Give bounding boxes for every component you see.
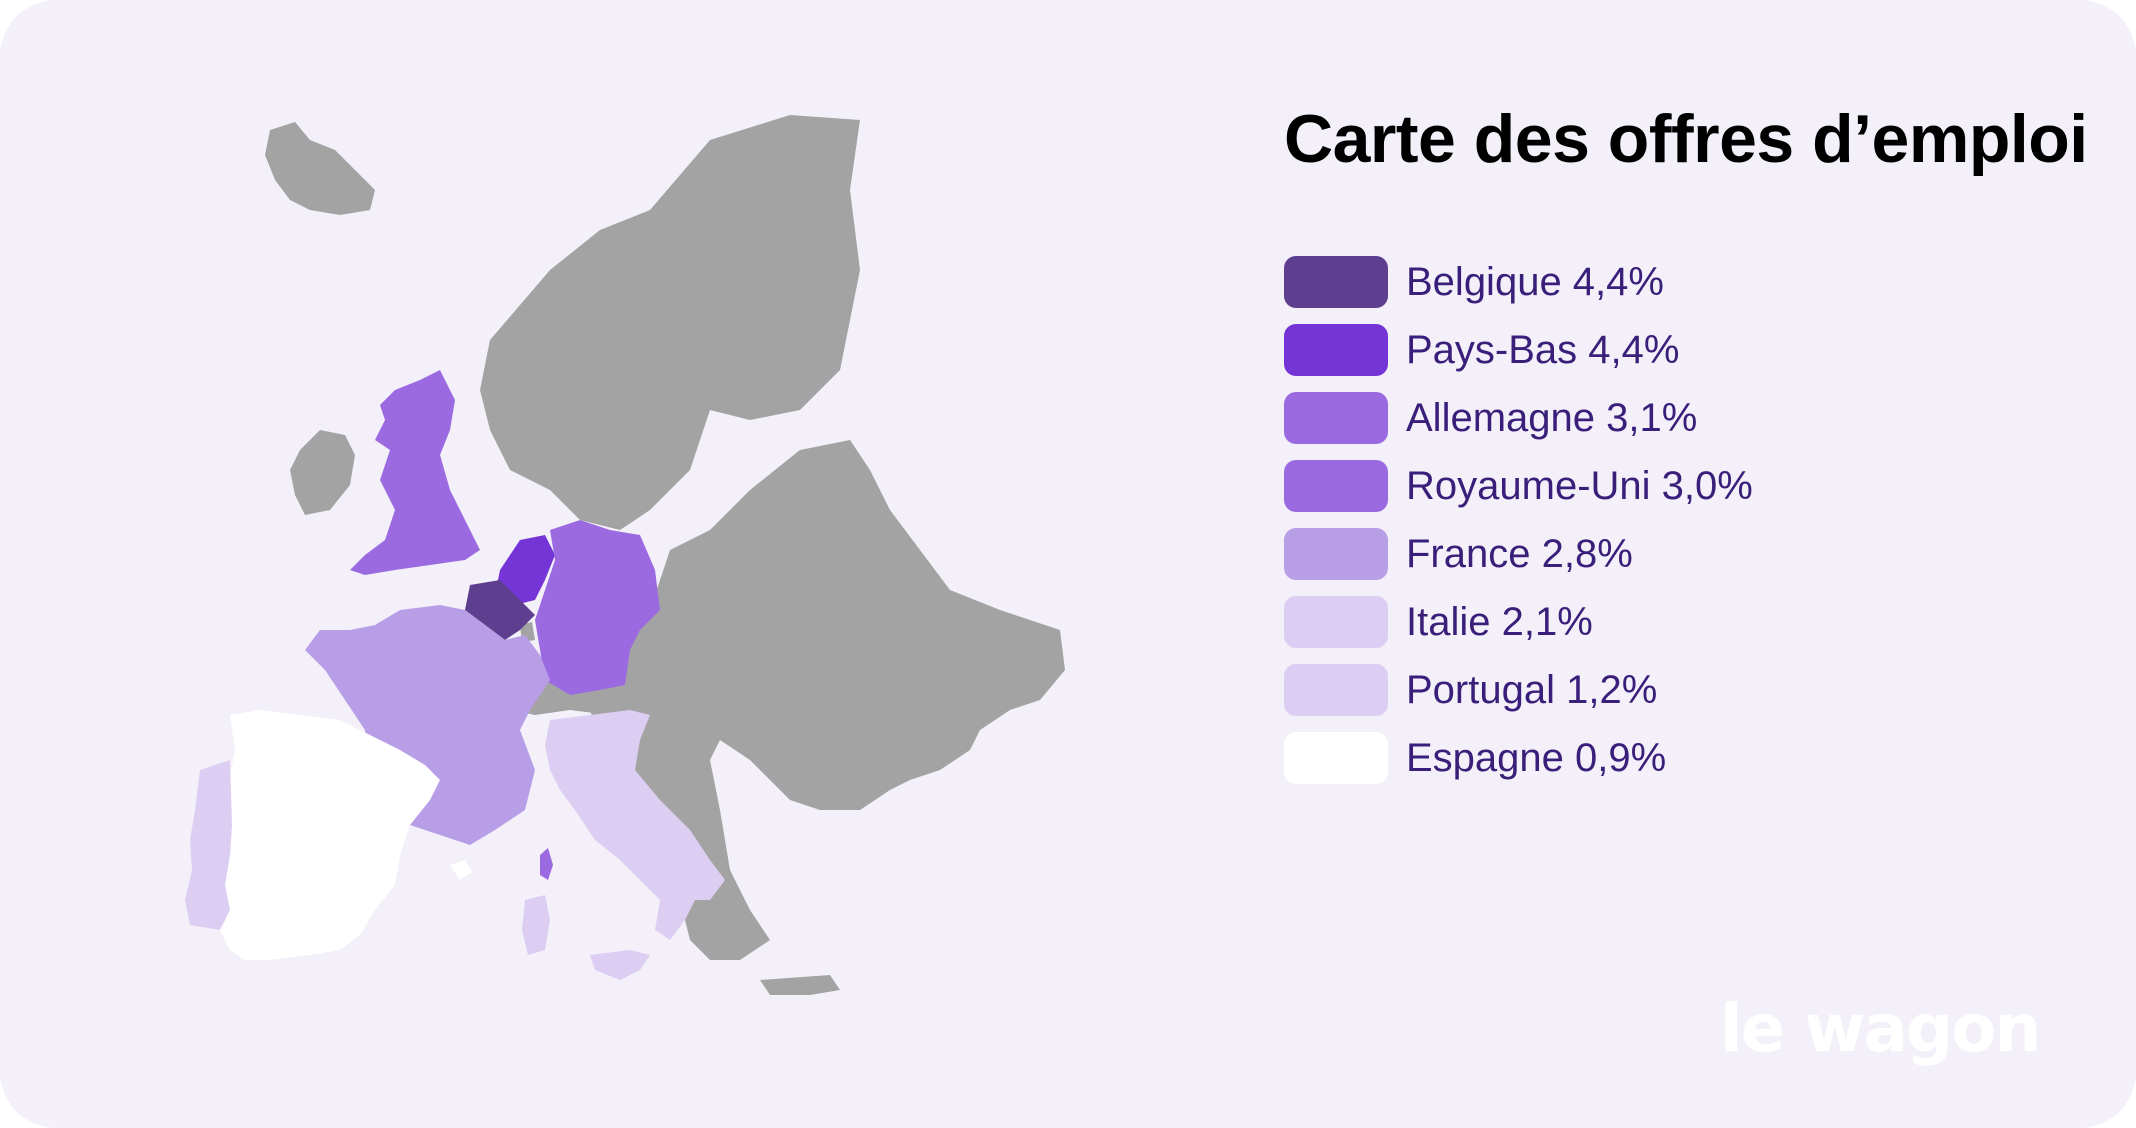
legend-swatch xyxy=(1284,664,1388,716)
legend-item-allemagne: Allemagne 3,1% xyxy=(1284,392,1753,444)
legend-item-belgique: Belgique 4,4% xyxy=(1284,256,1753,308)
legend-item-portugal: Portugal 1,2% xyxy=(1284,664,1753,716)
legend-label: Italie 2,1% xyxy=(1406,599,1593,644)
country-corse xyxy=(540,848,553,880)
legend-item-espagne: Espagne 0,9% xyxy=(1284,732,1753,784)
legend-swatch xyxy=(1284,256,1388,308)
country-ireland xyxy=(290,430,355,515)
country-iceland xyxy=(265,122,375,215)
legend-item-royaume-uni: Royaume-Uni 3,0% xyxy=(1284,460,1753,512)
legend-swatch xyxy=(1284,460,1388,512)
country-denmark xyxy=(580,430,620,490)
other-countries xyxy=(265,115,1065,995)
europe-map xyxy=(185,115,1065,995)
legend-item-france: France 2,8% xyxy=(1284,528,1753,580)
country-portugal xyxy=(185,760,232,930)
legend-label: Allemagne 3,1% xyxy=(1406,395,1698,440)
country-royaume-uni xyxy=(350,370,480,575)
legend-label: Royaume-Uni 3,0% xyxy=(1406,463,1753,508)
country-italie xyxy=(545,710,725,940)
country-sardaigne xyxy=(522,895,550,955)
legend-swatch xyxy=(1284,392,1388,444)
legend-label: Portugal 1,2% xyxy=(1406,667,1658,712)
le-wagon-logo: le wagon xyxy=(1720,990,2041,1067)
country-belgique xyxy=(465,580,535,640)
legend-item-italie: Italie 2,1% xyxy=(1284,596,1753,648)
highlighted-countries xyxy=(185,370,725,980)
country-eastern-europe xyxy=(590,440,1065,960)
country-baleares xyxy=(450,860,472,880)
legend-label: Pays-Bas 4,4% xyxy=(1406,327,1680,372)
legend-label: France 2,8% xyxy=(1406,531,1633,576)
country-crete xyxy=(760,975,840,995)
country-pays-bas xyxy=(495,535,555,605)
country-sicile xyxy=(590,950,650,980)
legend-label: Espagne 0,9% xyxy=(1406,735,1667,780)
legend-swatch xyxy=(1284,596,1388,648)
legend-swatch xyxy=(1284,732,1388,784)
country-scandinavia xyxy=(480,115,860,530)
map-legend: Belgique 4,4% Pays-Bas 4,4% Allemagne 3,… xyxy=(1284,256,1753,800)
country-allemagne xyxy=(535,520,660,695)
country-espagne xyxy=(220,710,440,960)
map-title: Carte des offres d’emploi xyxy=(1284,101,2088,177)
legend-label: Belgique 4,4% xyxy=(1406,259,1664,304)
legend-item-pays-bas: Pays-Bas 4,4% xyxy=(1284,324,1753,376)
legend-swatch xyxy=(1284,528,1388,580)
legend-swatch xyxy=(1284,324,1388,376)
